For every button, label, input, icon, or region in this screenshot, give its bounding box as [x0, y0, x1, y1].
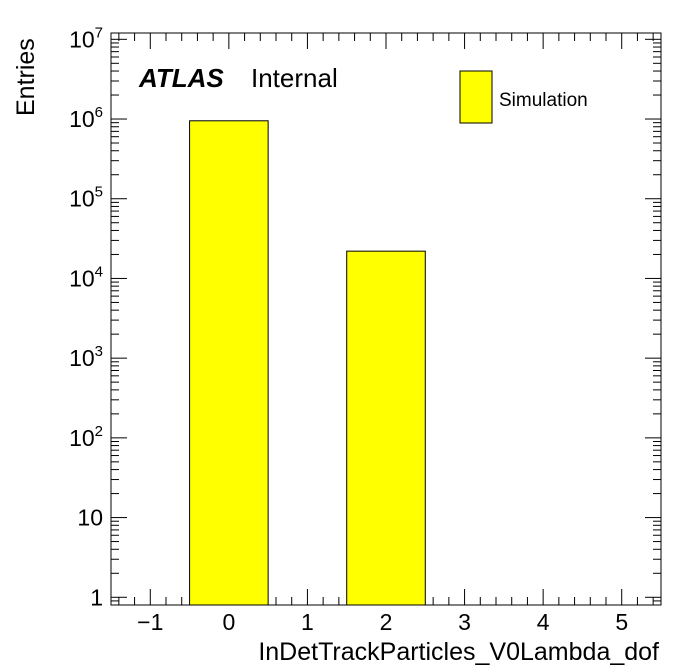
atlas-label: ATLAS: [138, 63, 224, 93]
y-tick-label: 1: [90, 584, 103, 610]
legend-swatch: [459, 70, 493, 124]
x-axis-title: InDetTrackParticles_V0Lambda_dof: [258, 638, 659, 666]
x-tick-label: 2: [380, 609, 393, 635]
y-tick-label: 103: [69, 343, 103, 371]
plot-frame: [110, 32, 662, 606]
x-tick-label: 4: [537, 609, 550, 635]
y-tick-label: 102: [69, 423, 103, 451]
y-tick-label: 104: [69, 263, 103, 291]
bar: [346, 250, 426, 606]
legend-label: Simulation: [499, 90, 588, 111]
x-tick-label: 1: [301, 609, 314, 635]
x-tick-labels: −1 0 1 2 3 4 5: [137, 609, 628, 635]
y-tick-label: 106: [69, 104, 103, 132]
y-tick-label: 105: [69, 184, 103, 212]
bars: [189, 120, 426, 606]
x-tick-label: 3: [458, 609, 471, 635]
y-axis-title: Entries: [12, 38, 40, 116]
internal-label: Internal: [251, 63, 338, 93]
x-tick-label: −1: [137, 609, 163, 635]
x-tick-label: 0: [222, 609, 235, 635]
bar: [189, 120, 269, 606]
x-tick-label: 5: [615, 609, 628, 635]
y-tick-label: 107: [69, 24, 103, 52]
y-tick-labels: 1 10 102 103 104 105 106 107: [69, 24, 103, 610]
y-tick-label: 10: [77, 505, 103, 531]
